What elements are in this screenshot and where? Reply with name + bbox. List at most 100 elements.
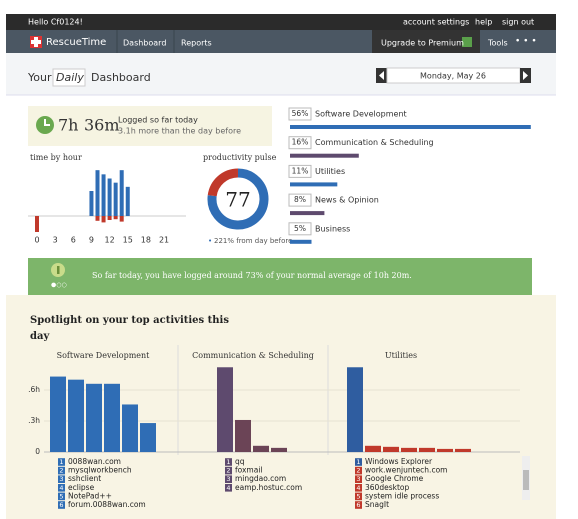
rank-box <box>58 501 65 509</box>
activity-rank: 5 <box>59 492 63 500</box>
category-bar <box>290 211 325 216</box>
activity-rank: 1 <box>59 458 63 466</box>
activity-bar <box>217 367 233 452</box>
activity-rank: 6 <box>59 501 63 509</box>
summary-box <box>28 106 272 146</box>
pulse-score: 77 <box>225 188 250 212</box>
percent-box <box>288 193 312 207</box>
y-tick-label: 0 <box>35 447 40 456</box>
activity-bar <box>104 383 120 452</box>
activity-bar <box>68 379 84 452</box>
brand-name: RescueTime <box>46 37 106 48</box>
activity-bar <box>50 376 66 452</box>
nav-item[interactable]: Reports <box>181 39 212 48</box>
activity-bar <box>401 447 417 452</box>
hour-bar <box>89 191 94 216</box>
upgrade-button[interactable] <box>372 30 480 53</box>
activity-bar <box>86 383 102 452</box>
hour-bar-negative <box>95 216 100 221</box>
activity-name: Windows Explorer <box>365 457 433 466</box>
y-tick-label: .6h <box>28 385 40 394</box>
header-link[interactable]: account settings <box>403 18 469 27</box>
x-tick-label: 21 <box>159 236 169 245</box>
activity-bar <box>347 367 363 452</box>
category-name: News & Opinion <box>315 196 379 205</box>
pulse-arc <box>207 168 269 230</box>
rank-box <box>58 484 65 492</box>
nav-item[interactable]: Dashboard <box>123 39 166 48</box>
hour-bar-negative <box>101 216 106 223</box>
hour-bar <box>107 178 112 216</box>
pulse-arc-rest <box>207 168 239 197</box>
x-tick-label: 0 <box>34 236 39 245</box>
banner-text: So far today, you have logged around 73%… <box>92 271 412 280</box>
rank-box <box>58 475 65 483</box>
x-tick-label: 12 <box>105 236 115 245</box>
activity-rank: 5 <box>356 492 360 500</box>
activity-name: sshclient <box>68 474 101 483</box>
hour-bar <box>113 182 118 216</box>
period[interactable]: Daily <box>56 71 84 84</box>
title-suffix: Dashboard <box>91 71 151 84</box>
date[interactable]: Monday, May 26 <box>420 72 486 81</box>
activity-name: mysqlworkbench <box>68 466 132 475</box>
activity-name: system idle process <box>365 491 439 500</box>
activity-name: SnagIt <box>365 500 389 509</box>
hour-bar <box>119 170 124 216</box>
activity-bar <box>419 447 435 452</box>
activity-rank: 3 <box>59 475 63 483</box>
brand-logo-cross <box>31 40 41 44</box>
activity-bar <box>235 419 251 452</box>
hour-bar <box>125 186 130 216</box>
scrollbar-thumb[interactable] <box>523 470 529 490</box>
activity-name: eamp.hostuc.com <box>235 483 302 492</box>
upgrade-label[interactable]: Upgrade to Premium <box>381 39 464 48</box>
x-tick-label: 15 <box>123 236 133 245</box>
category-bar <box>290 153 359 158</box>
activity-bar <box>122 404 138 452</box>
activity-name: eclipse <box>68 483 95 492</box>
hour-bar <box>101 174 106 216</box>
date-next-arrow <box>523 71 528 80</box>
rank-box <box>58 492 65 501</box>
percent-box <box>288 136 312 150</box>
rank-box <box>355 475 362 483</box>
pulse-bullet: • <box>208 237 212 245</box>
greeting: Hello Cf0124! <box>28 18 83 27</box>
percent-box <box>288 222 312 236</box>
hour-bar <box>95 170 100 216</box>
header-link[interactable]: sign out <box>502 18 534 27</box>
summary-minutes: 36m <box>84 116 120 135</box>
activity-rank: 1 <box>226 458 230 466</box>
pulse-change: 221% from day before <box>214 237 292 245</box>
category-percent: 5% <box>294 224 306 233</box>
tools-menu[interactable]: Tools <box>487 39 508 48</box>
activity-bar <box>140 423 156 452</box>
activity-rank: 4 <box>226 484 230 492</box>
rank-box <box>355 492 362 501</box>
rank-box <box>225 475 232 483</box>
activity-rank: 4 <box>59 484 63 492</box>
rank-box <box>225 484 232 492</box>
hour-bar-negative <box>113 216 118 220</box>
activity-rank: 1 <box>356 458 360 466</box>
tools-dots: • • • <box>515 37 537 47</box>
activity-rank: 4 <box>356 484 360 492</box>
category-bar <box>290 125 531 129</box>
header-link[interactable]: help <box>475 18 492 27</box>
spotlight-title: Spotlight on your top activities this day <box>30 315 229 342</box>
activity-bar <box>253 445 269 452</box>
activity-name: 0088wan.com <box>68 457 121 466</box>
upgrade-icon <box>462 37 472 47</box>
category-percent: 8% <box>294 195 306 204</box>
chart-title: time by hour <box>30 153 82 162</box>
category-percent: 16% <box>292 138 309 147</box>
activity-bar <box>271 447 287 452</box>
rank-box <box>225 458 232 466</box>
rank-box <box>58 466 65 475</box>
activity-bar <box>383 446 399 452</box>
period-select[interactable] <box>52 68 86 87</box>
activity-name: NotePad++ <box>68 491 112 500</box>
activity-name: work.wenjuntech.com <box>365 466 447 475</box>
activity-rank: 6 <box>356 501 360 509</box>
